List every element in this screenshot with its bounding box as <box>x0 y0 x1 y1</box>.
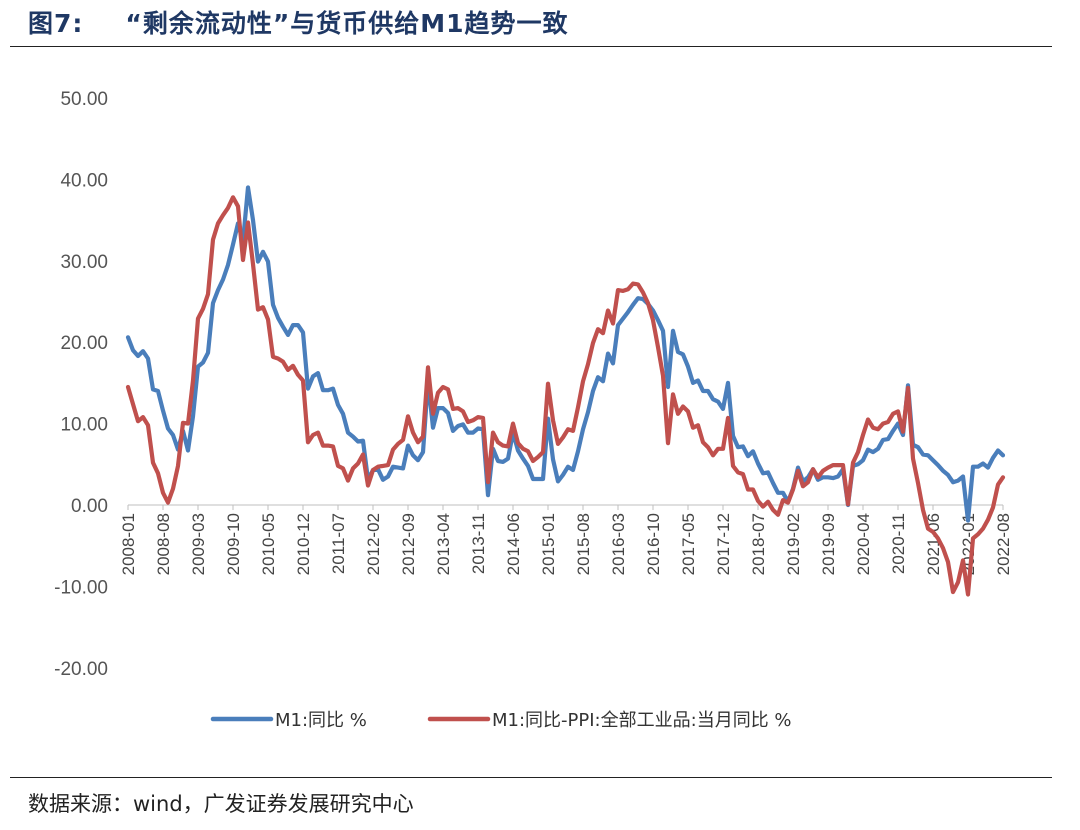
x-tick-label: 2013-11 <box>469 513 488 574</box>
x-tick-label: 2017-05 <box>679 513 698 575</box>
y-tick-label: -20.00 <box>54 659 108 680</box>
figure-title-text: “剩余流动性”与货币供给M1趋势一致 <box>125 9 569 38</box>
x-tick-label: 2013-04 <box>434 513 453 575</box>
x-tick-label: 2014-06 <box>504 513 523 575</box>
x-tick-label: 2019-09 <box>819 513 838 575</box>
x-tick-label: 2012-09 <box>399 513 418 575</box>
x-tick-label: 2016-10 <box>644 513 663 575</box>
plot-area <box>125 185 1006 597</box>
source-note: 数据来源：wind，广发证券发展研究中心 <box>28 792 414 816</box>
figure-title: 图7: “剩余流动性”与货币供给M1趋势一致 <box>28 4 569 40</box>
top-rule <box>10 46 1052 47</box>
series-line-m1 <box>125 185 1006 523</box>
legend-label: M1:同比 % <box>275 710 367 731</box>
bottom-rule <box>10 777 1052 778</box>
x-tick-label: 2009-10 <box>224 513 243 575</box>
line-chart: 50.00 40.00 30.00 20.00 10.00 0.00 -10.00 -20.0… <box>54 89 1013 731</box>
y-tick-label: 0.00 <box>71 496 108 517</box>
legend-item-m1-minus-ppi: M1:同比-PPI:全部工业品:当月同比 % <box>427 710 792 731</box>
x-tick-label: 2016-03 <box>609 513 628 575</box>
y-tick-label: -10.00 <box>54 577 108 598</box>
legend-label: M1:同比-PPI:全部工业品:当月同比 % <box>492 710 792 731</box>
x-tick-label: 2020-04 <box>854 513 873 575</box>
x-tick-label: 2009-03 <box>189 513 208 575</box>
x-tick-label: 2018-07 <box>749 513 768 575</box>
y-tick-label: 20.00 <box>60 333 108 354</box>
legend-item-m1: M1:同比 % <box>210 710 367 731</box>
y-tick-label: 50.00 <box>60 89 108 110</box>
x-tick-label: 2010-05 <box>259 513 278 575</box>
y-tick-label: 10.00 <box>60 415 108 436</box>
x-tick-label: 2012-02 <box>364 513 383 575</box>
x-axis: 2008-01 2008-08 2009-03 2009-10 2010-05 2010-… <box>119 504 1013 575</box>
legend: M1:同比 % M1:同比-PPI:全部工业品:当月同比 % <box>210 710 792 731</box>
x-tick-label: 2010-12 <box>294 513 313 575</box>
x-tick-label: 2008-01 <box>119 513 138 575</box>
series-line-m1-minus-ppi <box>125 195 1006 597</box>
x-tick-label: 2019-02 <box>784 513 803 575</box>
figure-label: 图7: <box>28 9 84 38</box>
y-axis: 50.00 40.00 30.00 20.00 10.00 0.00 -10.00 -20.0… <box>54 89 108 680</box>
x-tick-label: 2008-08 <box>154 513 173 575</box>
y-tick-label: 40.00 <box>60 170 108 191</box>
x-tick-label: 2015-08 <box>574 513 593 575</box>
y-tick-label: 30.00 <box>60 252 108 273</box>
x-tick-label: 2011-07 <box>329 513 348 574</box>
x-tick-label: 2017-12 <box>714 513 733 575</box>
x-tick-label: 2020-11 <box>889 513 908 574</box>
x-tick-label: 2015-01 <box>539 513 558 575</box>
x-tick-label: 2022-08 <box>994 513 1013 575</box>
